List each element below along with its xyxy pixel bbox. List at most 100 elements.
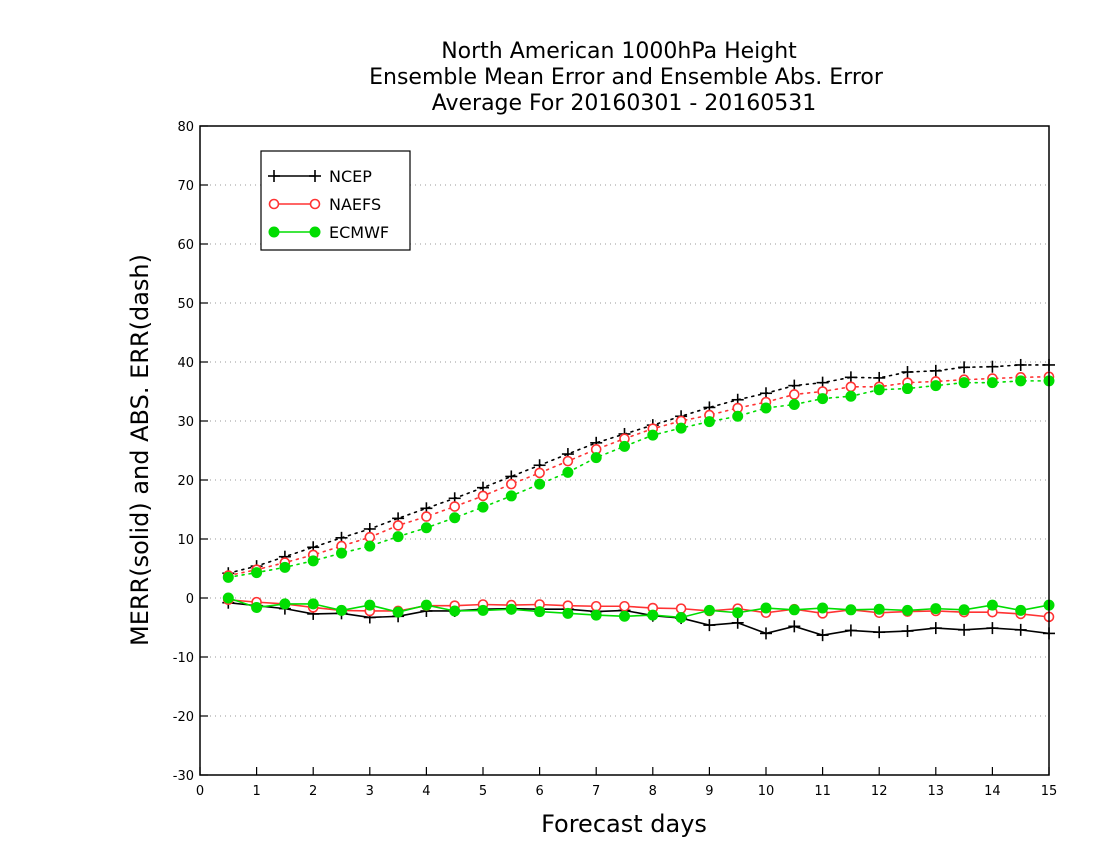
mean-err-point-ecmwf (1015, 604, 1027, 616)
abs-err-point-ecmwf (364, 540, 376, 552)
abs-err-point-ecmwf (732, 410, 744, 422)
mean-err-point-ecmwf (392, 606, 404, 618)
abs-err-point-ecmwf (1015, 375, 1027, 387)
legend-label-naefs: NAEFS (329, 195, 381, 214)
abs-err-point-ecmwf (336, 547, 347, 559)
abs-err-point-ncep (958, 361, 971, 374)
mean-err-point-ecmwf (788, 604, 800, 616)
x-axis-label: Forecast days (541, 810, 707, 838)
x-axis-ticks: 0 1 2 3 4 5 6 7 8 9 10 11 12 13 14 15 (196, 767, 1057, 799)
series-ecmwf (222, 375, 1055, 623)
legend-marker (309, 170, 321, 182)
abs-err-point-ecmwf (222, 571, 234, 583)
abs-err-point-naefs (392, 520, 404, 531)
legend-marker (268, 198, 280, 210)
mean-err-point-ncep (929, 622, 942, 635)
abs-err-point-ecmwf (590, 452, 602, 464)
abs-err-point-naefs (364, 531, 376, 543)
chart-title-line-1: North American 1000hPa Height (441, 39, 797, 64)
abs-err-point-ecmwf (902, 383, 913, 395)
mean-err-point-ecmwf (420, 599, 432, 611)
abs-err-point-ncep (929, 364, 942, 377)
legend-box (260, 150, 411, 251)
abs-err-point-ecmwf (279, 561, 291, 573)
mean-err-point-ecmwf (675, 611, 687, 623)
abs-err-point-ecmwf (392, 531, 404, 543)
mean-err-point-ecmwf (477, 604, 489, 616)
abs-err-point-ecmwf (647, 429, 659, 441)
series-layer (222, 358, 1055, 642)
y-tick-label: 40 (177, 356, 194, 371)
y-axis-ticks: -30 -20 -10 0 10 20 30 40 50 60 70 80 (173, 120, 208, 784)
abs-err-point-ecmwf (986, 377, 998, 389)
mean-err-point-ncep (760, 627, 772, 640)
x-tick-label: 0 (196, 784, 204, 799)
abs-err-point-naefs (788, 389, 800, 400)
abs-err-point-naefs (534, 467, 545, 479)
abs-err-line-ecmwf (227, 380, 1050, 579)
abs-err-point-naefs (505, 478, 517, 490)
x-tick-label: 14 (984, 784, 1001, 799)
abs-err-point-ncep (1014, 358, 1027, 371)
chart-title-line-2: Ensemble Mean Error and Ensemble Abs. Er… (369, 65, 884, 90)
abs-err-point-ecmwf (449, 512, 461, 524)
mean-err-point-ecmwf (902, 604, 913, 616)
mean-err-point-ecmwf (534, 606, 546, 618)
abs-err-point-ecmwf (760, 402, 772, 414)
legend-marker (268, 226, 280, 238)
abs-err-point-ncep (901, 366, 914, 379)
mean-err-point-ecmwf (364, 599, 376, 611)
x-tick-label: 13 (928, 784, 945, 799)
mean-err-point-ecmwf (307, 598, 319, 610)
y-tick-label: 0 (186, 592, 194, 607)
mean-err-point-ecmwf (703, 604, 715, 616)
series-naefs (223, 371, 1055, 623)
x-tick-label: 4 (422, 784, 430, 799)
y-tick-label: -30 (173, 769, 194, 784)
abs-err-point-ecmwf (420, 522, 432, 534)
abs-err-point-ncep (844, 371, 857, 384)
legend-label-ecmwf: ECMWF (329, 223, 389, 242)
abs-err-point-ecmwf (534, 478, 546, 490)
abs-err-point-naefs (449, 501, 461, 512)
mean-err-point-naefs (590, 600, 602, 612)
mean-err-point-ecmwf (817, 602, 829, 614)
y-axis-label: MERR(solid) and ABS. ERR(dash) (126, 254, 154, 646)
y-tick-label: 20 (177, 474, 194, 489)
mean-err-point-ncep (731, 616, 744, 629)
mean-err-point-ncep (703, 619, 716, 632)
y-tick-label: -10 (173, 651, 194, 666)
mean-err-point-ncep (901, 625, 914, 638)
mean-err-point-ecmwf (732, 607, 744, 619)
mean-err-point-ecmwf (222, 592, 234, 604)
legend-marker (309, 226, 321, 238)
mean-err-point-ecmwf (619, 610, 630, 622)
abs-err-point-ecmwf (307, 555, 319, 567)
abs-err-point-ecmwf (619, 440, 630, 452)
x-tick-label: 2 (309, 784, 317, 799)
abs-err-point-ecmwf (845, 390, 857, 402)
abs-err-point-ecmwf (958, 377, 970, 389)
mean-err-point-ecmwf (986, 599, 998, 611)
x-tick-label: 6 (535, 784, 543, 799)
abs-err-point-ecmwf (675, 422, 687, 434)
x-tick-label: 15 (1041, 784, 1058, 799)
mean-err-point-ecmwf (449, 605, 461, 617)
mean-err-point-naefs (619, 600, 630, 612)
abs-err-point-naefs (562, 455, 574, 467)
y-tick-label: 50 (177, 297, 194, 312)
mean-err-point-ncep (873, 626, 886, 639)
mean-err-point-ncep (986, 622, 999, 635)
x-tick-label: 3 (366, 784, 374, 799)
mean-err-point-ecmwf (647, 609, 659, 621)
abs-err-point-ecmwf (873, 384, 885, 396)
y-tick-label: 30 (177, 415, 194, 430)
y-tick-label: -20 (173, 710, 194, 725)
abs-err-point-naefs (421, 511, 432, 522)
mean-err-point-ncep (816, 629, 829, 642)
mean-err-point-ecmwf (930, 603, 942, 615)
mean-err-point-ncep (1014, 623, 1027, 636)
mean-err-point-naefs (675, 603, 687, 614)
abs-err-point-ecmwf (703, 416, 715, 428)
x-tick-label: 10 (758, 784, 775, 799)
